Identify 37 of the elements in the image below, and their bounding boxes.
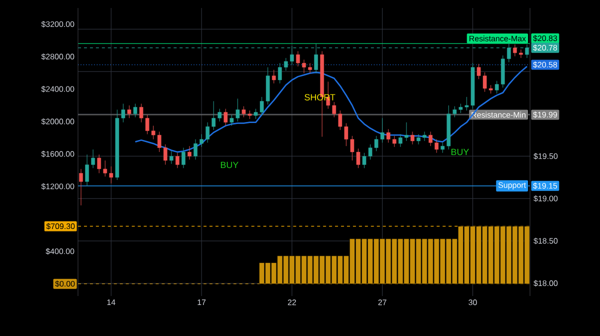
candlestick bbox=[386, 128, 390, 143]
candlestick bbox=[194, 139, 198, 160]
candlestick bbox=[127, 105, 132, 118]
candlestick bbox=[79, 168, 83, 206]
candlestick bbox=[392, 136, 396, 148]
candlestick bbox=[410, 131, 414, 145]
candlestick bbox=[176, 152, 180, 168]
candlestick bbox=[519, 49, 523, 58]
candlestick bbox=[218, 108, 222, 122]
candlestick bbox=[97, 154, 101, 174]
candlestick bbox=[434, 139, 438, 154]
candlestick bbox=[404, 122, 408, 142]
candlestick bbox=[296, 50, 300, 67]
candlestick bbox=[422, 131, 426, 142]
candlestick bbox=[206, 122, 210, 143]
candlestick bbox=[416, 134, 420, 145]
candlestick bbox=[170, 150, 174, 164]
candlestick bbox=[133, 103, 138, 118]
candlestick bbox=[440, 142, 445, 154]
candlestick bbox=[308, 62, 312, 74]
candlestick bbox=[163, 144, 168, 165]
annotation: BUY bbox=[220, 162, 238, 168]
candlestick bbox=[272, 70, 276, 84]
candlestick bbox=[428, 131, 432, 146]
annotation: BUY bbox=[451, 148, 469, 156]
candlestick bbox=[85, 154, 89, 186]
candlestick bbox=[302, 59, 306, 74]
candlestick bbox=[182, 148, 186, 168]
candlestick bbox=[188, 146, 192, 160]
candlestick bbox=[278, 62, 282, 84]
candlestick bbox=[284, 58, 288, 71]
candlestick bbox=[91, 149, 95, 168]
candlestick bbox=[224, 108, 228, 126]
candlestick bbox=[513, 44, 517, 57]
candlestick bbox=[212, 100, 216, 130]
candlestick bbox=[398, 134, 402, 148]
candlestick bbox=[200, 134, 204, 148]
